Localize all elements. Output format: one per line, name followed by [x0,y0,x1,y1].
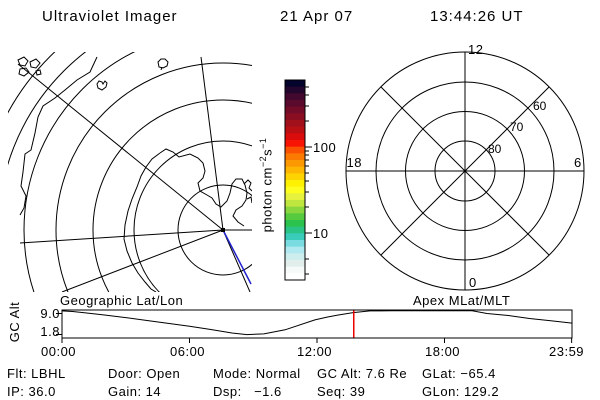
xtick-1800: 18:00 [425,344,461,359]
xtick-0000: 00:00 [41,344,77,359]
orbit-altitude-strip-chart [56,309,573,343]
subsatellite-point-dot [221,228,225,232]
colorbar [284,79,312,281]
status-dsp: Dsp: −1.6 [213,384,282,399]
status-flt: Flt: LBHL [7,366,66,381]
mlat-label-60: 60 [533,99,547,113]
colorbar-tick-100: 100 [313,140,337,155]
status-glon: GLon: 129.2 [422,384,500,399]
mlat-label-80: 80 [488,142,502,156]
strip-ytick-1-8: 1.8 [40,324,60,339]
colorbar-units-exp2: −1 [258,137,268,149]
mlt-label-0: 0 [469,275,477,290]
apex-polar-grid [345,51,585,291]
status-door: Door: Open [108,366,181,381]
colorbar-tick-10: 10 [313,226,329,241]
page-title: Ultraviolet Imager [42,8,178,25]
colorbar-units-s: s [259,148,275,156]
status-ip: IP: 36.0 [7,384,56,399]
xtick-2359: 23:59 [549,344,585,359]
status-gc-alt: GC Alt: 7.6 Re [317,366,408,381]
colorbar-units-base: photon cm [259,167,275,233]
status-glat: GLat: −65.4 [422,366,496,381]
status-seq: Seq: 39 [317,384,366,399]
mlat-label-70: 70 [510,120,524,134]
time-readout: 13:44:26 UT [430,8,524,25]
mlt-label-18: 18 [346,155,362,170]
status-mode: Mode: Normal [213,366,301,381]
status-gain: Gain: 14 [108,384,162,399]
mlt-label-6: 6 [574,155,582,170]
apex-polar-title: Apex MLat/MLT [413,293,511,308]
date-readout: 21 Apr 07 [280,8,354,25]
colorbar-units-label: photon cm−2s−1 [258,110,274,260]
xtick-0600: 06:00 [170,344,206,359]
geographic-map-title: Geographic Lat/Lon [60,293,184,308]
colorbar-units-exp1: −2 [258,155,268,168]
geographic-map [8,52,252,292]
strip-ytick-9: 9.0 [40,306,60,321]
xtick-1200: 12:00 [297,344,333,359]
mlt-label-12: 12 [468,42,484,57]
strip-ylabel: GC Alt [7,301,22,343]
gc-alt-curve [61,310,573,336]
